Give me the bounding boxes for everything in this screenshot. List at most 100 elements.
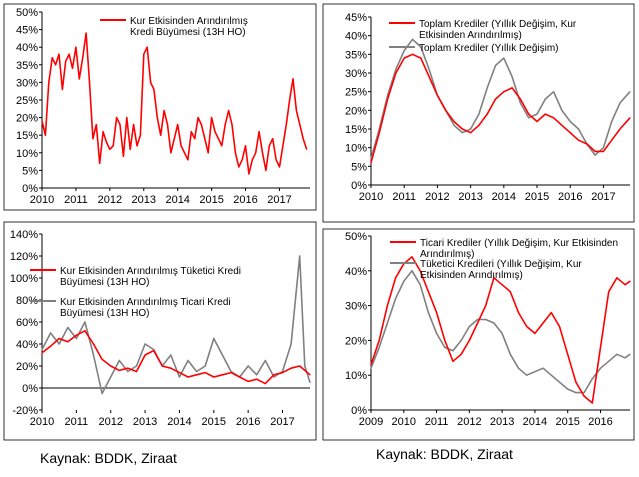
data-point — [629, 353, 631, 355]
data-point — [485, 305, 487, 307]
data-point — [50, 345, 52, 347]
x-tick-label: 2016 — [236, 416, 260, 428]
data-point — [403, 57, 405, 59]
data-point — [221, 374, 223, 376]
data-point — [88, 81, 91, 83]
data-point — [629, 117, 631, 119]
data-point — [511, 87, 513, 89]
x-tick-label: 2012 — [98, 416, 122, 428]
chart-frame — [3, 3, 317, 211]
data-point — [41, 352, 43, 354]
x-tick-label: 2014 — [165, 194, 189, 206]
series-line-1 — [41, 32, 308, 175]
series-line-2 — [370, 270, 631, 394]
data-point — [196, 374, 198, 376]
data-point — [217, 138, 219, 140]
data-point — [460, 353, 462, 355]
data-point — [55, 64, 57, 66]
data-point — [477, 322, 479, 324]
data-point — [299, 365, 301, 367]
data-point — [170, 152, 172, 154]
data-point — [427, 312, 429, 314]
y-tick-label: 5% — [351, 161, 367, 173]
data-point — [251, 159, 253, 161]
data-point — [575, 392, 577, 394]
y-tick-label: 40% — [16, 339, 38, 351]
y-tick-label: 40% — [16, 42, 38, 54]
data-point — [109, 148, 111, 150]
x-tick-label: 2013 — [133, 416, 157, 428]
data-point — [553, 117, 555, 119]
data-point — [211, 117, 213, 119]
data-point — [611, 139, 613, 141]
data-point — [395, 277, 397, 279]
x-tick-label: 2017 — [270, 416, 294, 428]
data-point — [51, 57, 53, 59]
y-tick-label: 0% — [22, 183, 38, 195]
data-point — [528, 113, 530, 115]
data-point — [509, 291, 511, 293]
data-point — [370, 364, 372, 366]
y-tick-label: 80% — [16, 295, 38, 307]
data-point — [160, 134, 162, 136]
data-point — [285, 124, 287, 126]
data-point — [50, 332, 52, 334]
data-point — [127, 367, 129, 369]
data-point — [85, 32, 87, 34]
data-point — [92, 343, 95, 345]
data-point — [445, 109, 447, 111]
data-point — [536, 120, 538, 123]
data-point — [273, 376, 275, 378]
data-point — [386, 305, 388, 307]
y-tick-label: 10% — [345, 370, 367, 382]
x-tick-label: 2011 — [64, 194, 88, 206]
data-point — [239, 376, 241, 378]
data-point — [84, 330, 86, 332]
chart-frame — [322, 3, 635, 223]
data-point — [577, 139, 580, 141]
y-tick-label: 10% — [16, 148, 38, 160]
data-point — [230, 370, 232, 373]
y-tick-label: 5% — [22, 165, 38, 177]
data-point — [599, 346, 602, 348]
data-point — [214, 131, 216, 133]
data-point — [110, 376, 112, 378]
data-point — [144, 343, 146, 345]
x-tick-label: 2014 — [523, 416, 547, 428]
data-point — [403, 50, 405, 52]
data-point — [309, 374, 311, 376]
data-point — [295, 110, 297, 112]
y-tick-label: 20% — [16, 113, 38, 125]
data-point — [569, 120, 571, 123]
y-tick-label: 60% — [16, 317, 38, 329]
data-point — [567, 388, 569, 390]
data-point — [139, 134, 141, 136]
data-point — [608, 291, 610, 293]
data-point — [591, 378, 593, 380]
y-tick-label: 40% — [345, 266, 367, 278]
data-point — [517, 367, 520, 369]
data-point — [161, 365, 163, 367]
data-point — [170, 354, 172, 356]
data-point — [575, 381, 577, 383]
data-point — [99, 162, 101, 164]
y-tick-label: 45% — [16, 25, 38, 37]
data-point — [494, 98, 497, 100]
data-point — [624, 357, 626, 359]
x-tick-label: 2009 — [359, 416, 383, 428]
data-point — [460, 339, 462, 341]
data-point — [477, 318, 479, 321]
data-point — [230, 372, 232, 374]
data-point — [608, 360, 610, 362]
data-point — [436, 94, 438, 96]
x-tick-label: 2016 — [558, 191, 582, 203]
data-point — [478, 124, 480, 126]
data-point — [112, 145, 114, 147]
data-point — [503, 57, 505, 59]
x-tick-label: 2011 — [425, 416, 449, 428]
data-point — [282, 145, 284, 147]
data-point — [378, 132, 380, 134]
data-point — [135, 365, 138, 367]
data-point — [275, 159, 277, 161]
